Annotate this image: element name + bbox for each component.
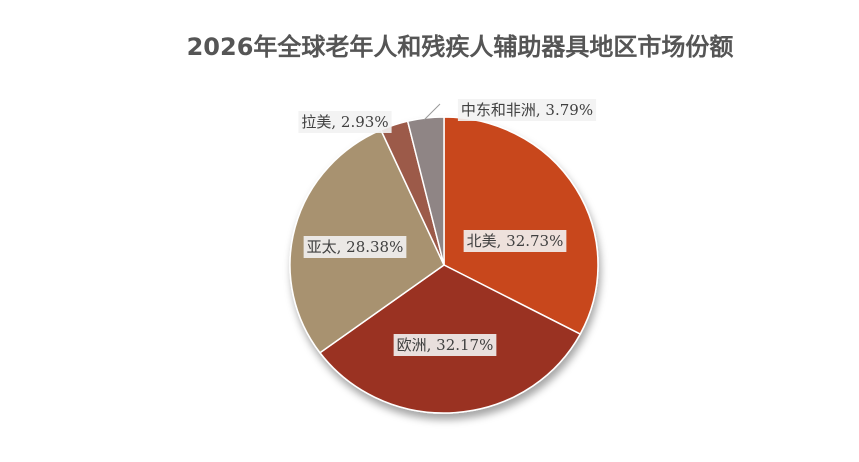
pie: [289, 116, 599, 414]
data-label-box: [298, 111, 392, 133]
data-label-box: [393, 334, 497, 356]
data-label-box: [303, 236, 407, 258]
pie-slice: [443, 116, 599, 336]
chart-title: 2026年全球老年人和残疾人辅助器具地区市场份额: [187, 33, 734, 61]
data-label-box: [463, 230, 567, 252]
data-label: 亚太, 28.38%: [307, 238, 404, 256]
leader-line: [423, 103, 441, 121]
labels: 北美, 32.73% 欧洲, 32.17% 亚太, 28.38% 拉美, 2.93% 中…: [298, 99, 597, 356]
data-label: 北美, 32.73%: [467, 232, 564, 250]
data-label: 欧洲, 32.17%: [397, 336, 494, 354]
data-label-box: [457, 99, 597, 121]
data-label: 拉美, 2.93%: [301, 113, 388, 131]
data-label: 中东和非洲, 3.79%: [461, 101, 593, 119]
